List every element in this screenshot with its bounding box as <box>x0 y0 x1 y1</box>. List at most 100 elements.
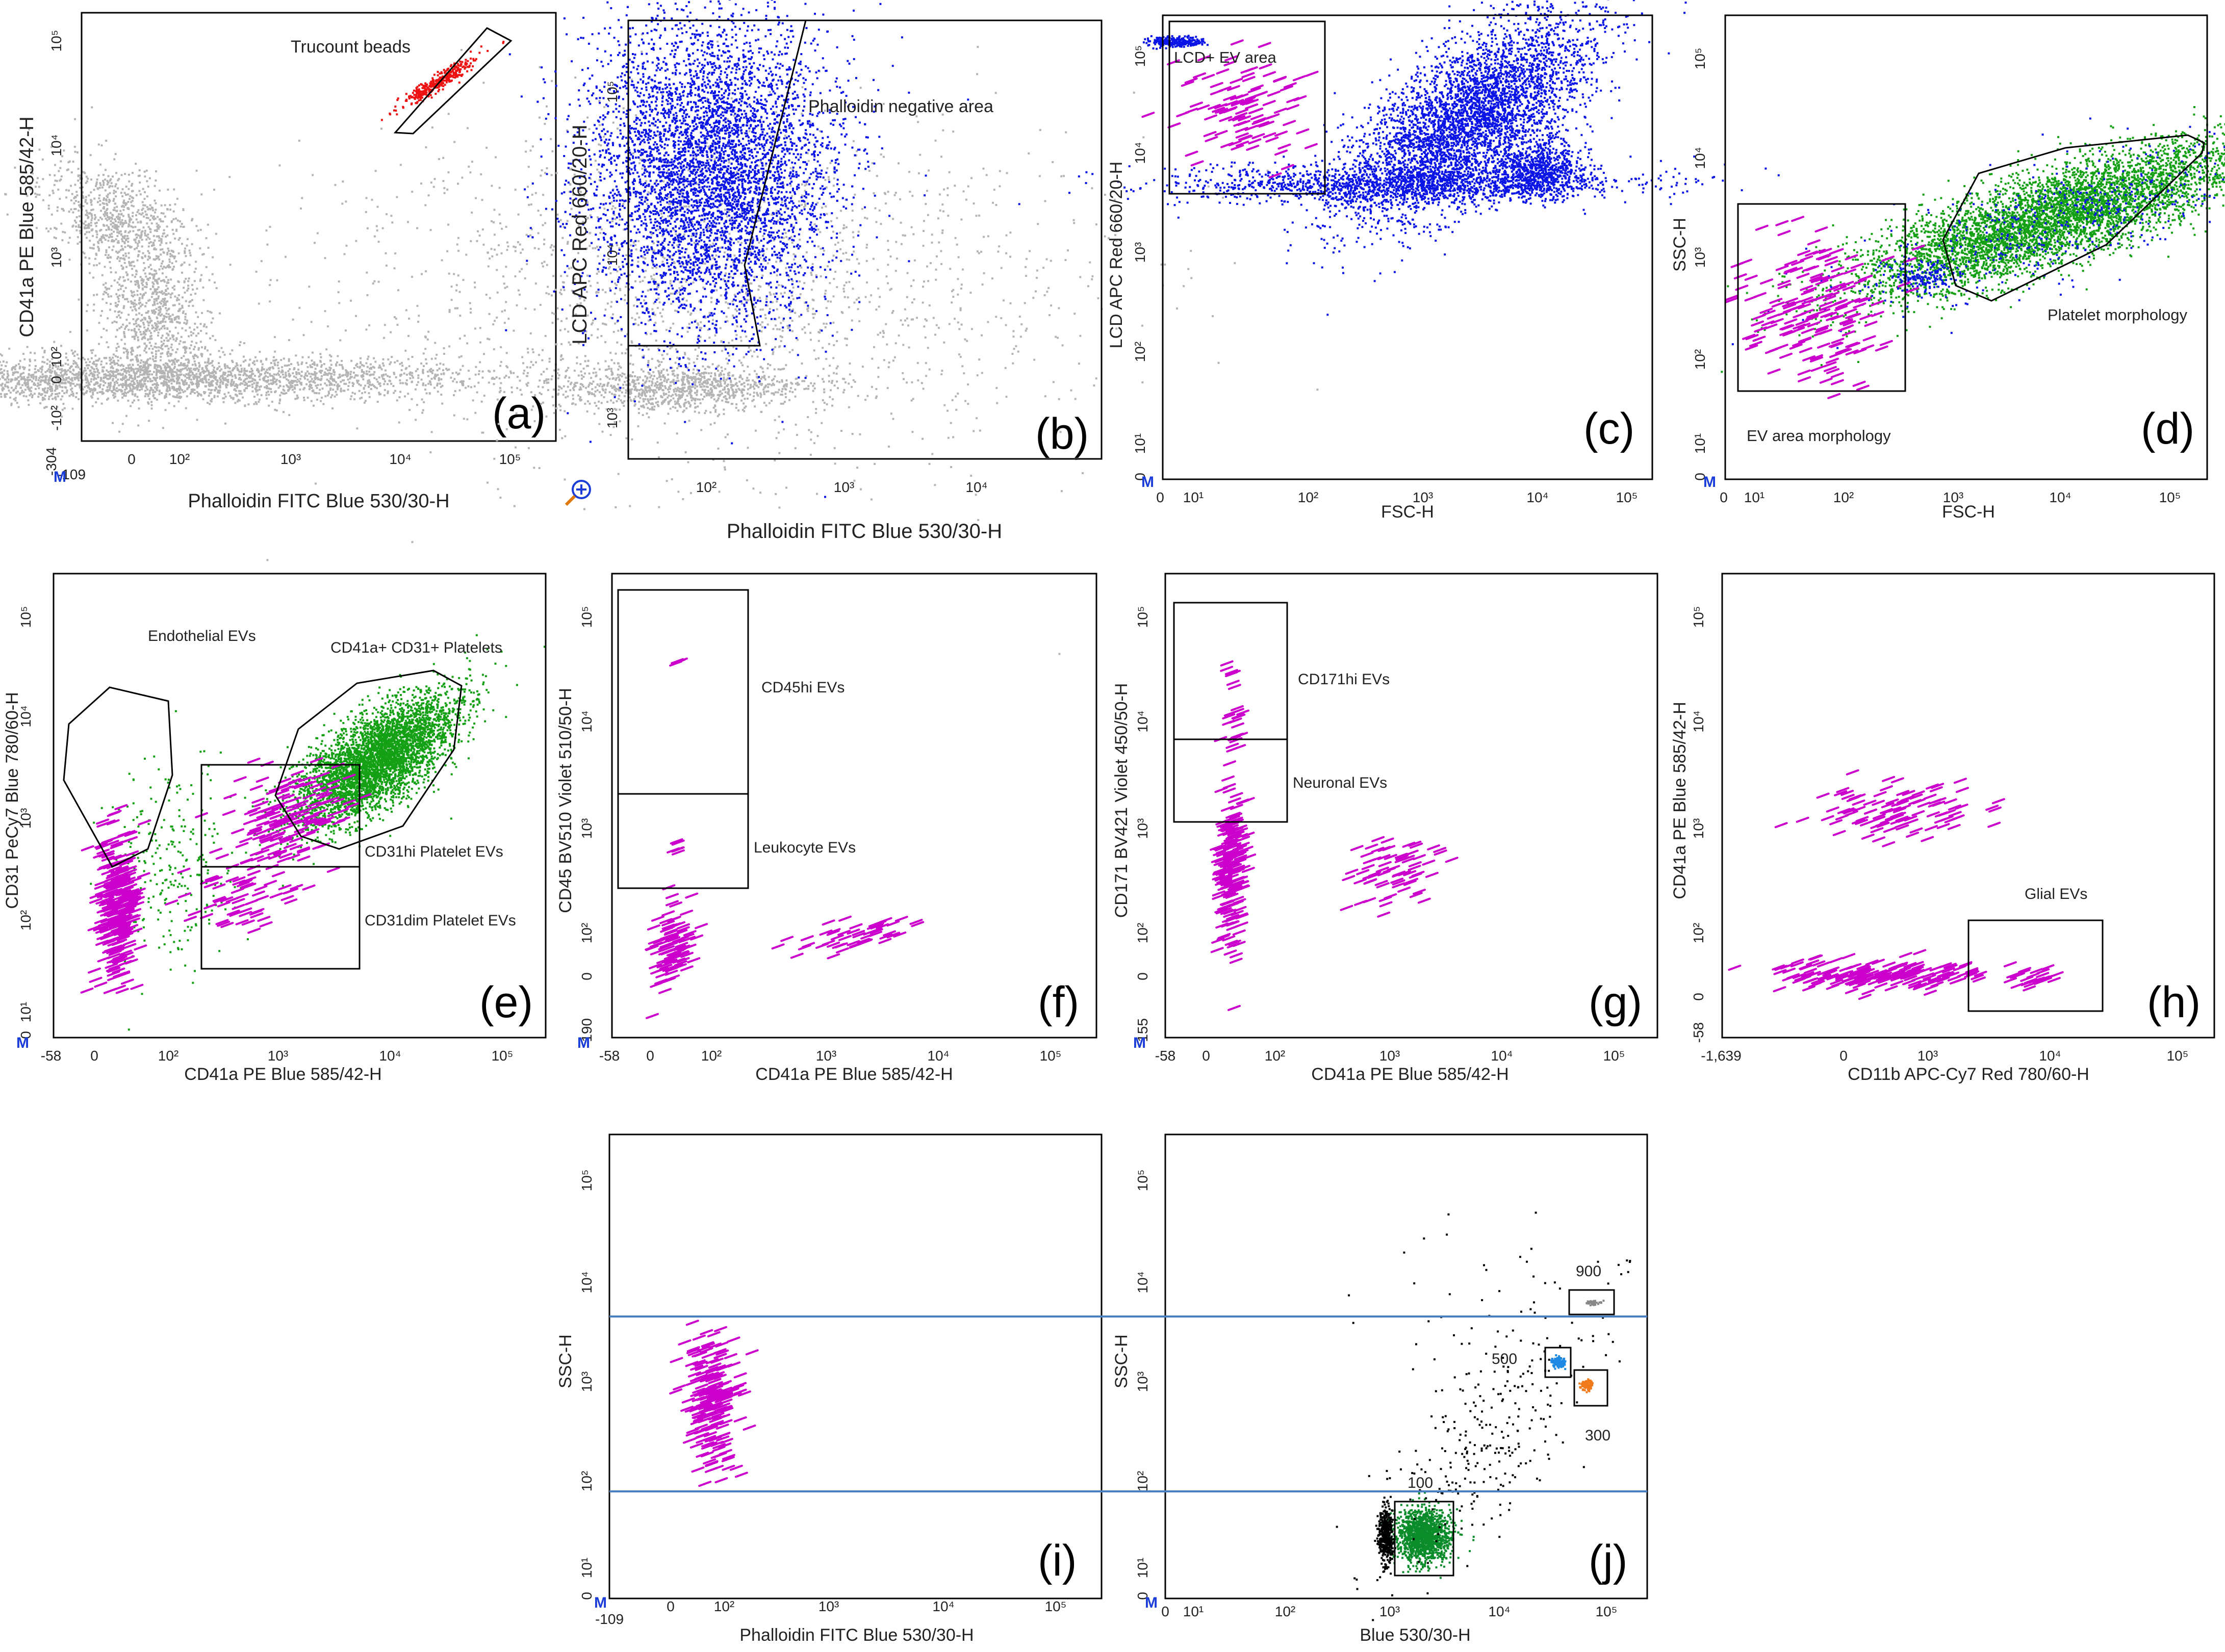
event-dot <box>482 377 484 379</box>
event-dot <box>105 235 107 237</box>
event-dot <box>114 224 116 226</box>
event-dot <box>98 143 100 145</box>
event-dot <box>148 245 150 247</box>
event-dot <box>152 210 154 212</box>
event-dot <box>94 222 96 224</box>
event-dot <box>411 398 413 400</box>
event-dot <box>57 206 59 209</box>
event-dot <box>149 228 151 230</box>
event-dot <box>44 395 46 397</box>
event-dot <box>190 254 192 256</box>
event-dot <box>136 218 138 220</box>
event-dot <box>79 187 81 189</box>
event-dot <box>160 238 162 240</box>
event-dot <box>71 226 73 228</box>
event-dot <box>90 209 92 211</box>
event-dot <box>67 242 69 244</box>
event-dot <box>85 196 87 198</box>
event-dot <box>142 201 144 203</box>
event-dot <box>78 175 80 177</box>
event-dot <box>332 389 334 391</box>
event-dot <box>38 387 40 389</box>
event-dot <box>161 204 163 206</box>
event-dot <box>115 191 117 193</box>
event-dot <box>548 378 550 380</box>
event-dot <box>119 260 121 262</box>
event-dot <box>154 185 156 187</box>
event-dot <box>54 174 56 176</box>
event-dot <box>122 201 124 203</box>
event-dot <box>97 188 99 190</box>
event-dot <box>270 379 272 381</box>
event-dot <box>27 399 29 401</box>
event-dot <box>75 229 78 231</box>
event-dot <box>98 174 100 176</box>
event-dot <box>116 224 118 226</box>
event-dot <box>121 225 123 227</box>
event-dot <box>149 177 151 179</box>
event-dot <box>257 394 259 396</box>
event-dot <box>149 204 151 206</box>
event-dot <box>320 356 322 358</box>
event-dot <box>39 148 41 150</box>
event-dot <box>146 195 148 197</box>
event-dot <box>84 367 86 369</box>
event-dot <box>377 401 379 403</box>
event-dot <box>103 199 105 201</box>
event-dot <box>125 186 127 188</box>
event-dot <box>112 175 114 177</box>
event-dot <box>176 390 178 392</box>
event-dot <box>178 252 180 254</box>
event-dot <box>95 185 97 187</box>
event-dot <box>48 194 50 196</box>
event-dot <box>166 225 168 227</box>
event-dot <box>122 188 124 190</box>
event-dot <box>106 224 108 226</box>
event-dot <box>89 240 91 242</box>
event-dot <box>108 218 110 220</box>
event-dot <box>86 180 88 183</box>
event-dot <box>169 209 171 211</box>
event-dot <box>229 367 231 369</box>
event-dot <box>174 203 176 205</box>
event-dot <box>95 230 97 232</box>
event-dot <box>115 153 117 155</box>
event-dot <box>391 356 393 358</box>
event-dot <box>331 407 334 409</box>
event-dot <box>217 395 219 397</box>
event-dot <box>134 226 136 228</box>
event-dot <box>7 214 9 216</box>
event-dot <box>146 180 148 182</box>
event-dot <box>73 202 75 204</box>
event-dot <box>54 164 56 166</box>
event-dot <box>42 373 44 375</box>
event-dot <box>126 235 129 237</box>
event-dot <box>387 383 389 385</box>
event-dot <box>213 367 215 369</box>
event-dot <box>125 239 127 241</box>
event-dot <box>143 226 145 228</box>
event-dot <box>99 217 101 219</box>
event-dot <box>113 245 115 247</box>
event-dot <box>85 221 87 223</box>
event-dot <box>97 241 99 243</box>
event-dot <box>86 237 88 239</box>
event-dot <box>127 201 129 203</box>
event-dot <box>411 375 413 377</box>
event-dot <box>154 212 156 214</box>
event-dot <box>59 198 61 200</box>
event-dot <box>74 118 76 120</box>
event-dot <box>48 204 50 206</box>
event-dot <box>249 371 251 373</box>
event-dot <box>78 204 80 206</box>
event-dot <box>71 171 73 173</box>
event-dot <box>150 215 152 217</box>
event-dot <box>4 385 6 388</box>
event-dot <box>334 396 336 398</box>
event-dot <box>56 228 58 230</box>
event-dot <box>387 358 389 360</box>
event-dot <box>70 199 72 201</box>
event-dot <box>111 214 113 216</box>
event-dot <box>70 384 72 386</box>
event-dot <box>113 198 115 200</box>
